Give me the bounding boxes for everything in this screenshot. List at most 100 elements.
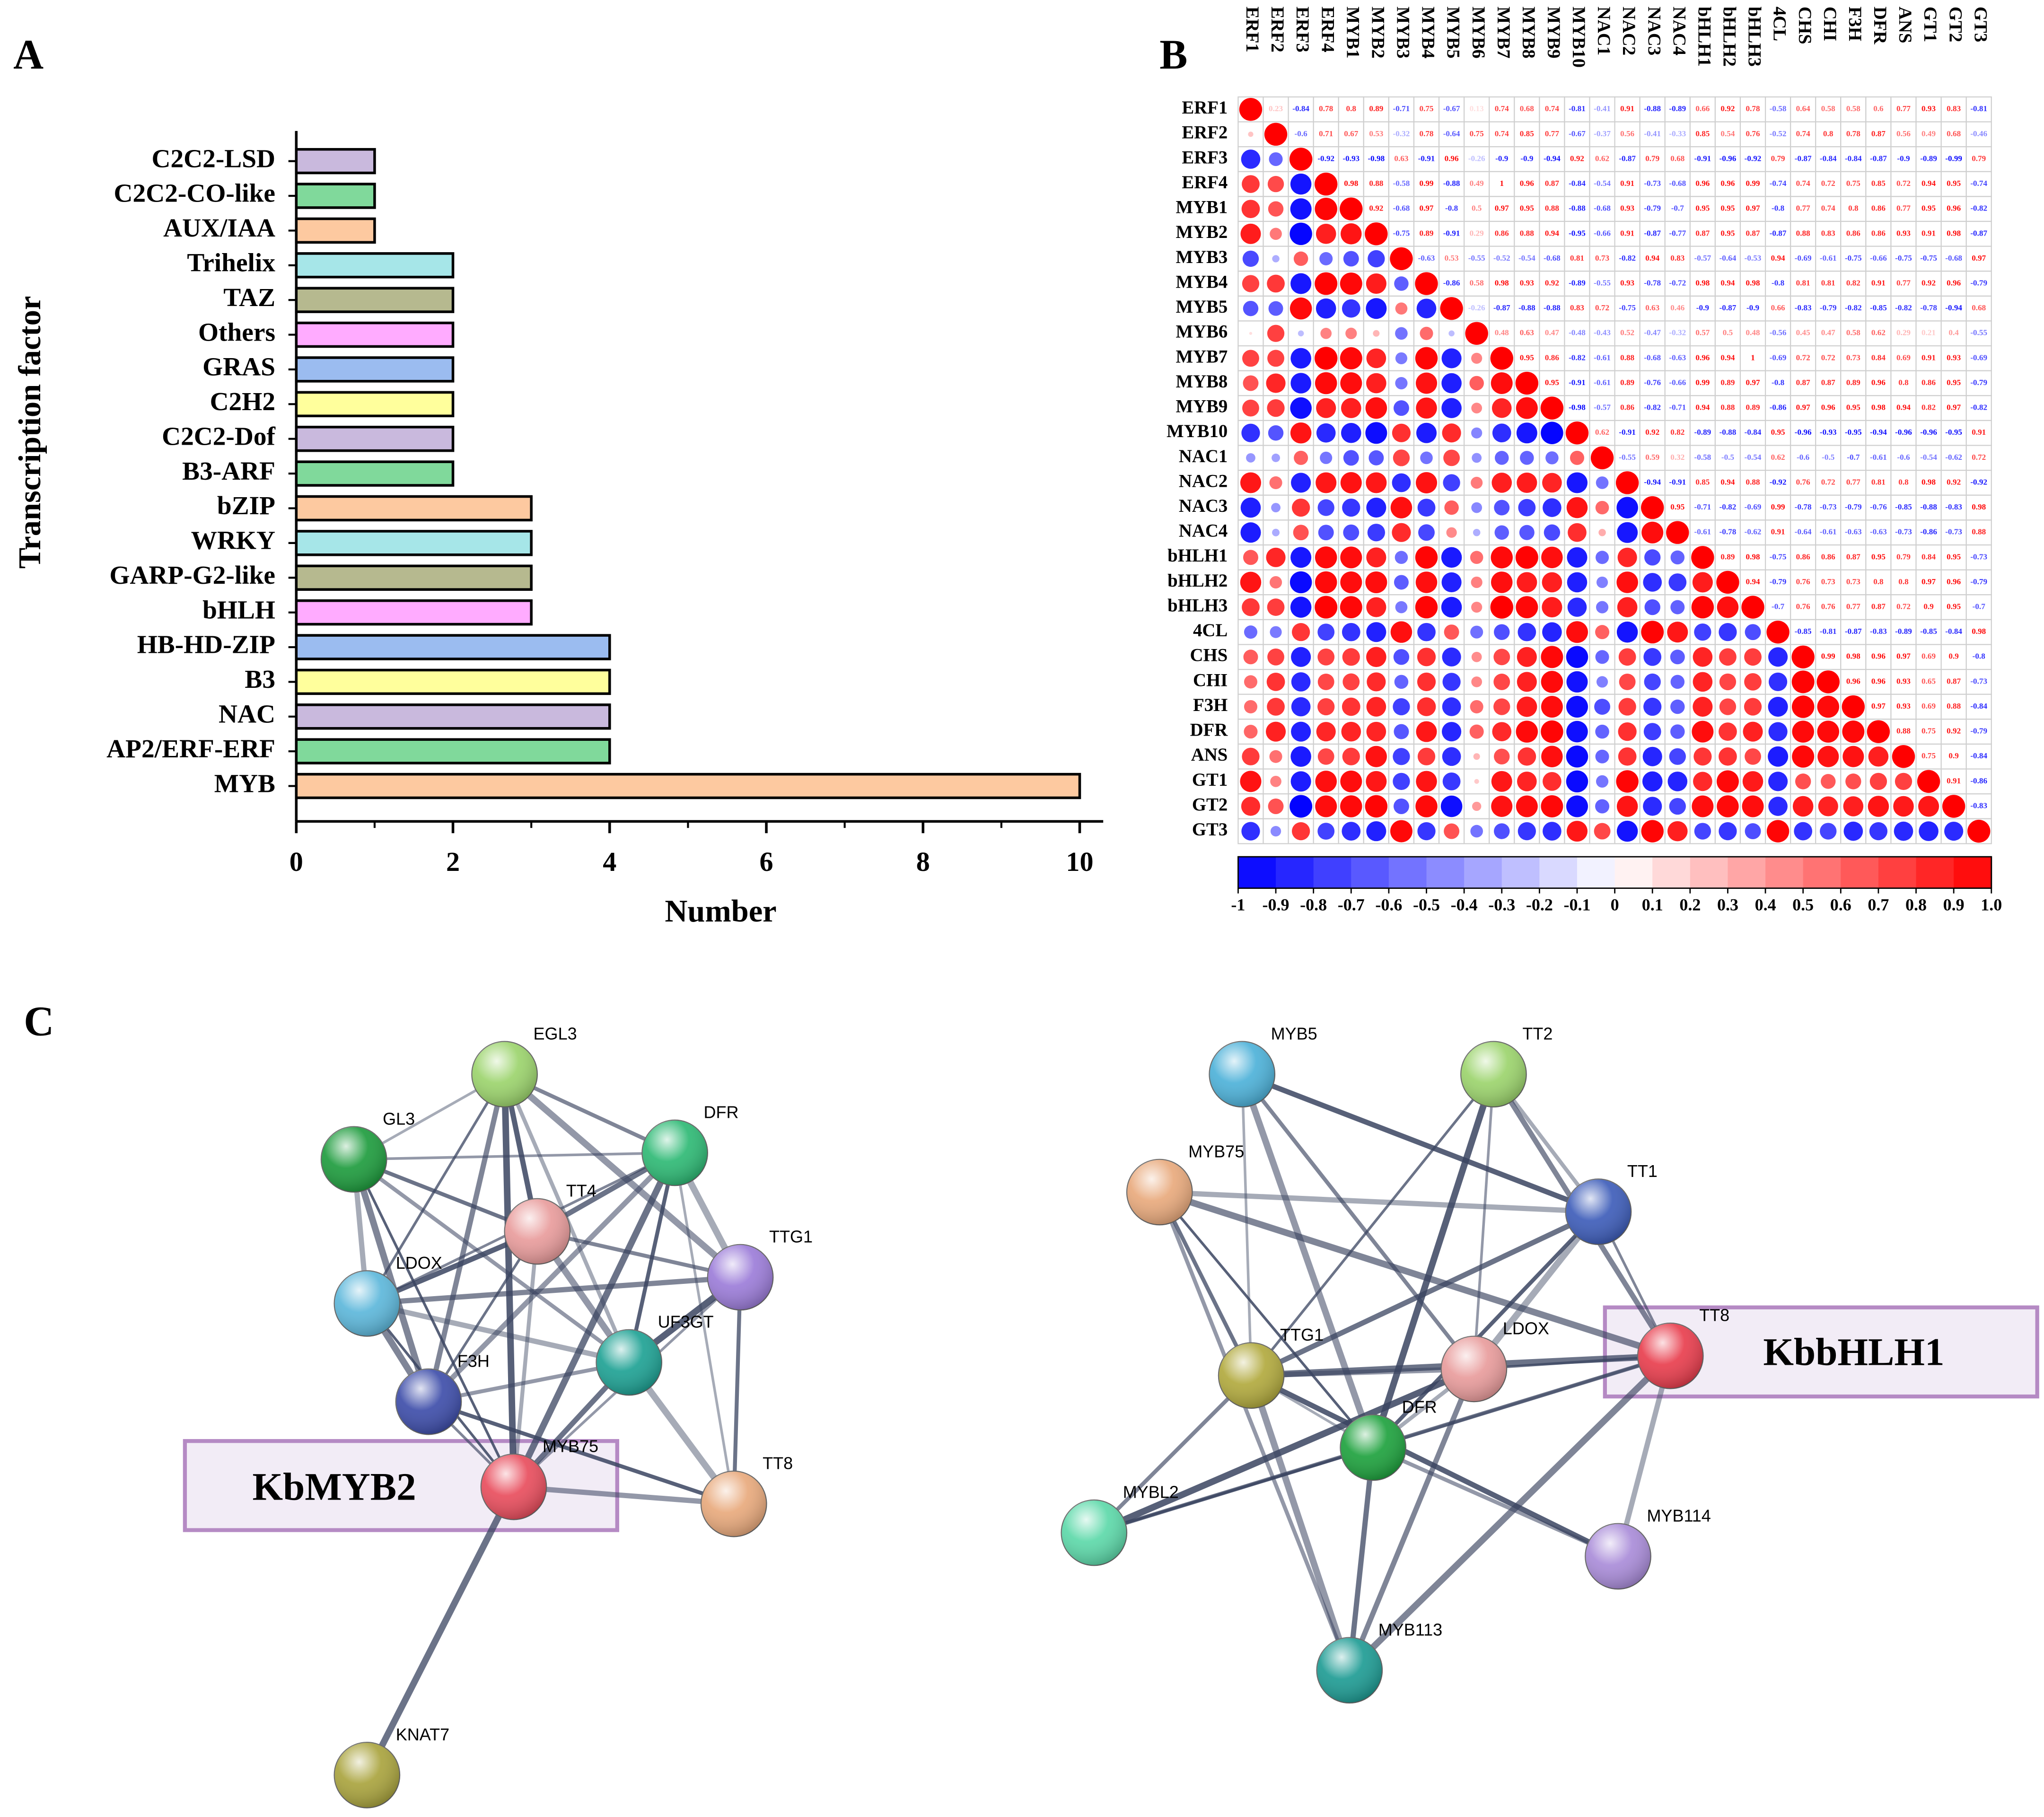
- value-label: 0.82: [1670, 428, 1684, 437]
- correlation-circle: [1443, 449, 1460, 466]
- value-label: 0.86: [1846, 228, 1860, 237]
- correlation-circle: [1417, 822, 1436, 841]
- value-label: 0.81: [1871, 477, 1886, 486]
- panel-letter: C: [24, 999, 54, 1045]
- diagonal-circle: [1264, 123, 1288, 146]
- cell: [1790, 271, 1816, 297]
- value-label: 0.88: [1520, 228, 1534, 237]
- colorbar-step: [1388, 857, 1427, 888]
- value-label: 0.96: [1947, 204, 1961, 213]
- value-label: -0.86: [1770, 403, 1787, 412]
- correlation-circle: [1820, 823, 1837, 840]
- value-label: -0.92: [1745, 154, 1762, 163]
- bar: [295, 426, 455, 452]
- edge: [366, 1301, 630, 1365]
- correlation-circle: [1471, 576, 1483, 588]
- correlation-circle: [1340, 347, 1362, 369]
- correlation-circle: [1517, 472, 1537, 493]
- value-label: 0.77: [1846, 477, 1860, 486]
- colorbar-tick-label: 0.7: [1868, 895, 1889, 914]
- cell: [1614, 246, 1640, 272]
- y-tick-label: GRAS: [202, 352, 275, 381]
- edge: [1473, 1074, 1495, 1369]
- value-label: -0.6: [1295, 129, 1308, 138]
- correlation-circle: [1617, 547, 1637, 567]
- value-label: -0.66: [1870, 254, 1887, 263]
- correlation-circle: [1342, 498, 1360, 517]
- cell: [1739, 295, 1766, 322]
- value-label: -0.88: [1644, 104, 1661, 113]
- cell: [1865, 544, 1892, 571]
- value-label: 0.9: [1923, 602, 1933, 611]
- correlation-circle: [1341, 721, 1361, 742]
- colorbar-tick-label: 0.4: [1755, 895, 1776, 914]
- cell: [1815, 644, 1842, 670]
- cell: [1714, 121, 1741, 148]
- correlation-circle: [1395, 302, 1408, 315]
- value-label: 0.74: [1796, 179, 1810, 188]
- bar: [295, 564, 533, 591]
- correlation-circle: [1269, 750, 1282, 763]
- cell: [1790, 220, 1816, 247]
- cell: [1790, 345, 1816, 371]
- value-label: 0.95: [1720, 228, 1735, 237]
- cell: [1589, 271, 1615, 297]
- value-label: 0.92: [1570, 154, 1584, 163]
- row-label: DFR: [1190, 720, 1228, 740]
- diagonal-circle: [1365, 222, 1388, 246]
- highlight-label: KbbHLH1: [1763, 1330, 1944, 1373]
- cell: [1739, 569, 1766, 596]
- value-label: -0.68: [1644, 353, 1661, 362]
- cell: [1840, 519, 1867, 546]
- y-axis-title: Transcription factor: [13, 296, 47, 569]
- value-label: 0.98: [1871, 403, 1886, 412]
- correlation-circle: [1470, 625, 1483, 639]
- value-label: -0.75: [1619, 303, 1636, 312]
- value-label: 0.75: [1846, 179, 1860, 188]
- cell: [1664, 196, 1691, 222]
- correlation-circle: [1272, 528, 1280, 536]
- correlation-circle: [1516, 422, 1537, 444]
- value-label: -0.52: [1770, 129, 1787, 138]
- value-label: -0.61: [1594, 353, 1611, 362]
- correlation-circle: [1446, 527, 1457, 538]
- x-tick-label: 8: [916, 846, 930, 877]
- value-label: 0.62: [1871, 328, 1886, 337]
- correlation-circle: [1244, 725, 1258, 739]
- correlation-circle: [1298, 330, 1304, 337]
- diagonal-circle: [1791, 645, 1815, 669]
- correlation-circle: [1792, 796, 1814, 817]
- correlation-circle: [1542, 597, 1562, 618]
- diagonal-circle: [1917, 770, 1940, 793]
- node-label: TT8: [763, 1454, 793, 1473]
- correlation-circle: [1416, 422, 1437, 443]
- colorbar-step: [1539, 857, 1578, 888]
- correlation-circle: [1768, 797, 1788, 816]
- row-label: ERF3: [1182, 147, 1228, 167]
- node-shine: [1316, 1637, 1383, 1703]
- value-label: 0.62: [1771, 453, 1785, 462]
- value-label: 0.93: [1896, 702, 1911, 711]
- correlation-circle: [1269, 152, 1283, 166]
- correlation-circle: [1596, 775, 1609, 788]
- correlation-circle: [1691, 596, 1714, 619]
- correlation-circle: [1290, 397, 1312, 419]
- correlation-circle: [1441, 348, 1462, 369]
- cell: [1965, 96, 1992, 123]
- correlation-circle: [1366, 547, 1386, 568]
- correlation-circle: [1719, 722, 1737, 741]
- correlation-circle: [1566, 646, 1588, 668]
- colorbar-step: [1238, 857, 1277, 888]
- correlation-circle: [1868, 746, 1889, 767]
- cell: [1915, 196, 1942, 222]
- edge: [510, 1151, 678, 1489]
- column-label: NAC4: [1669, 7, 1689, 55]
- cell: [1564, 121, 1590, 148]
- correlation-circle: [1719, 673, 1737, 691]
- value-label: 0.98: [1344, 179, 1358, 188]
- node-label: TTG1: [1280, 1325, 1324, 1344]
- correlation-circle: [1416, 472, 1438, 493]
- value-label: 0.91: [1947, 776, 1961, 785]
- x-axis-title: Number: [665, 894, 776, 929]
- value-label: -0.89: [1669, 104, 1686, 113]
